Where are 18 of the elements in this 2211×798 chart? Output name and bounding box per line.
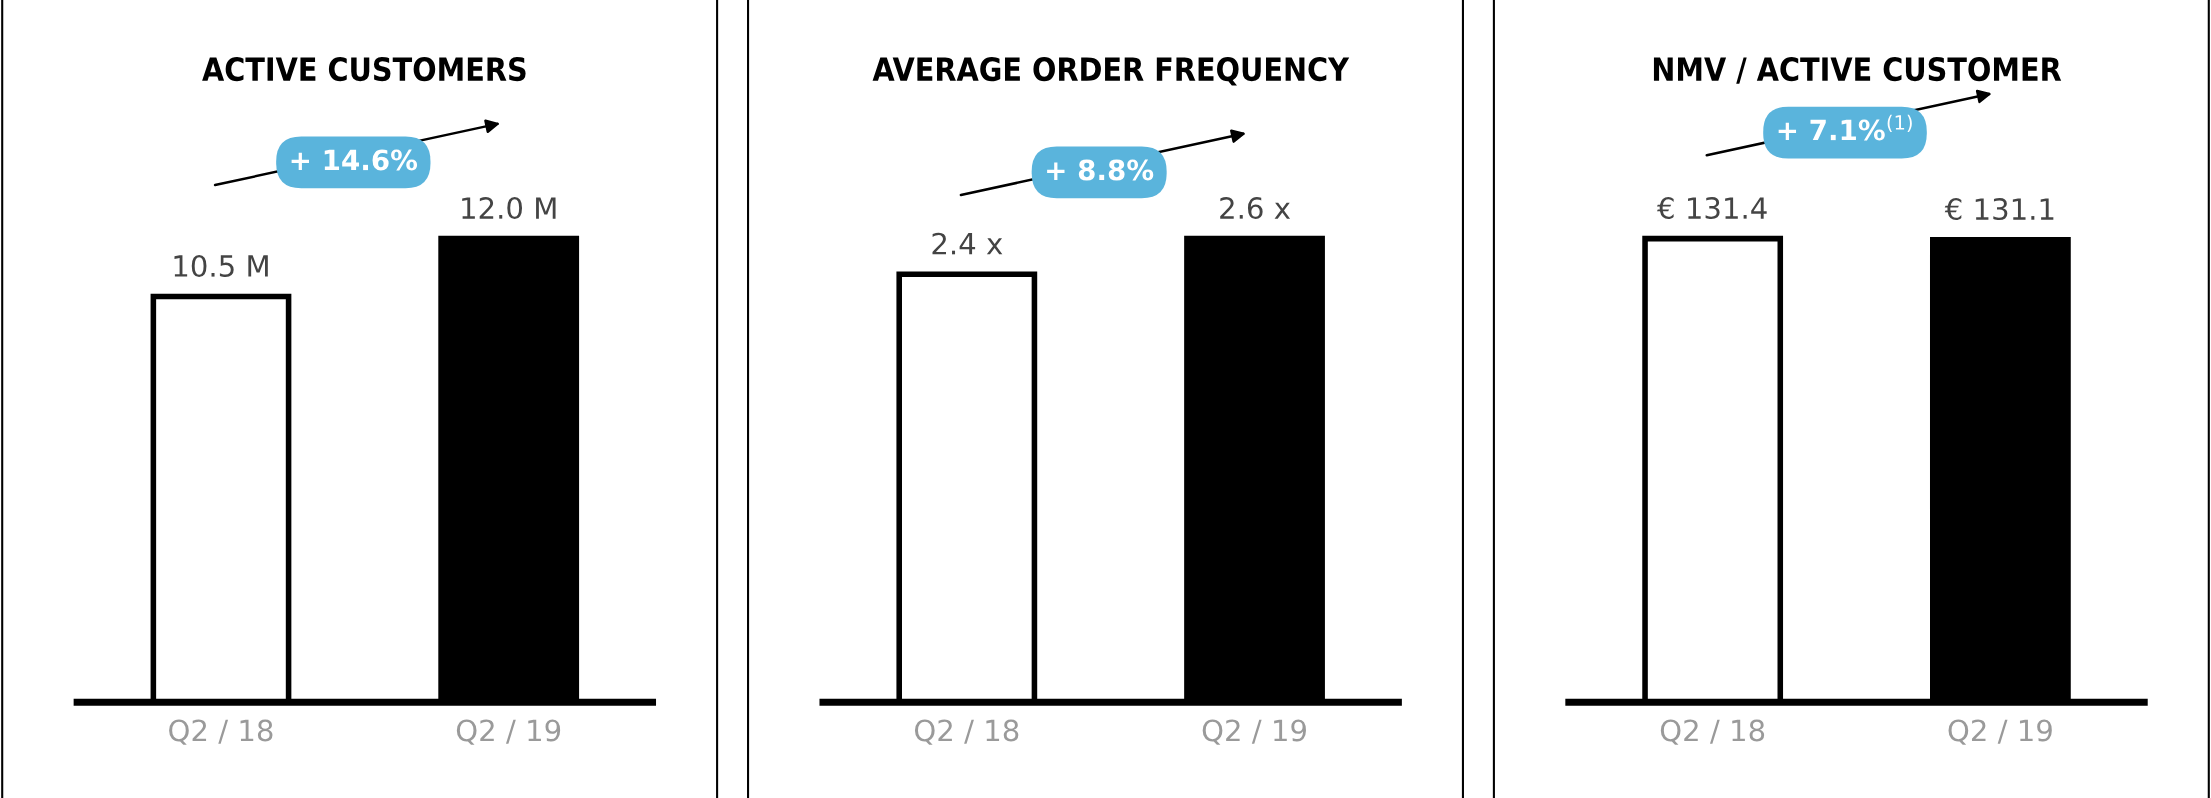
data-label: € 131.4	[1657, 197, 1767, 220]
x-tick-label: Q2 / 19	[456, 719, 561, 745]
chart-title: ACTIVE CUSTOMERS	[202, 57, 526, 82]
text: + 8.8%	[1047, 159, 1154, 181]
text: + 7.1%$^{(1)}$	[1778, 114, 1912, 141]
data-label: 10.5 M	[174, 254, 268, 278]
x-tick-label: Q2 / 18	[169, 719, 273, 745]
chart-title: NMV / ACTIVE CUSTOMER	[1653, 57, 2062, 84]
data-label: 2.6 x	[1220, 197, 1291, 220]
data-label: 2.4 x	[932, 232, 1003, 255]
text: + 14.6%	[291, 149, 418, 171]
x-tick-label: Q2 / 19	[1948, 719, 2052, 745]
x-tick-label: Q2 / 18	[914, 719, 1019, 745]
x-tick-label: Q2 / 18	[1660, 719, 1765, 745]
chart-title: AVERAGE ORDER FREQUENCY	[872, 57, 1350, 86]
data-label: 12.0 M	[462, 197, 556, 220]
data-label: € 131.1	[1944, 198, 2054, 221]
x-tick-label: Q2 / 19	[1202, 719, 1306, 745]
